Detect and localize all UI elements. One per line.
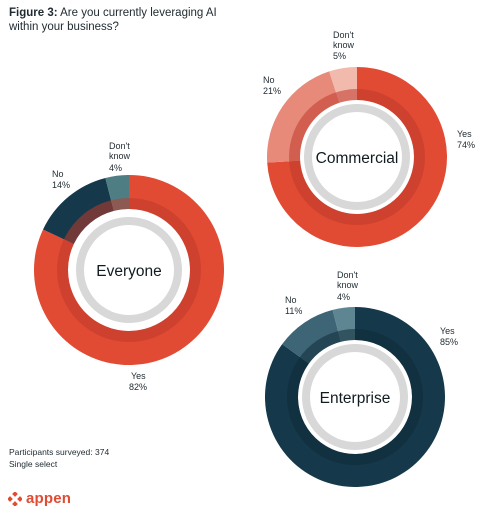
value-yes: 82% — [129, 382, 147, 392]
brand-name: appen — [26, 490, 72, 507]
figure-label: Figure 3: — [9, 7, 58, 19]
label-dontknow-line1: Don't — [337, 270, 358, 280]
label-dontknow: Don't know — [109, 141, 132, 161]
label-yes: Yes — [457, 129, 472, 139]
label-dontknow-line2: know — [337, 280, 359, 290]
center-label: Everyone — [96, 263, 161, 280]
donut-slice-no — [282, 309, 341, 364]
label-dontknow-line2: know — [333, 40, 355, 50]
donut-chart-everyone: Everyone Don't know 4% No 14% Yes 82% — [33, 141, 224, 392]
donut-slice-no — [43, 177, 114, 245]
donut-inner-band — [289, 89, 425, 225]
value-yes: 85% — [440, 337, 458, 347]
value-no: 11% — [285, 306, 302, 316]
label-no: No — [52, 169, 64, 179]
label-yes: Yes — [440, 326, 455, 336]
label-yes: Yes — [131, 371, 146, 381]
center-label: Enterprise — [320, 390, 391, 407]
value-yes: 74% — [457, 140, 475, 150]
donut-hole — [312, 112, 402, 202]
select-type-note: Single select — [9, 459, 58, 469]
label-dontknow-line1: Don't — [333, 30, 354, 40]
center-label: Commercial — [316, 150, 399, 167]
appen-logo-icon — [8, 491, 22, 506]
donut-hole — [310, 352, 400, 442]
label-no: No — [285, 295, 297, 305]
appen-logo: appen — [8, 490, 71, 507]
donut-inner-band — [287, 329, 423, 465]
value-dontknow: 4% — [337, 292, 350, 302]
label-dontknow: Don't know — [333, 30, 356, 50]
donut-hole — [84, 225, 174, 315]
value-dontknow: 4% — [109, 163, 122, 173]
donut-chart-commercial: Commercial Don't know 5% No 21% Yes 74% — [263, 30, 475, 247]
label-dontknow: Don't know — [337, 270, 360, 290]
donut-chart-enterprise: Enterprise Don't know 4% No 11% Yes 85% — [265, 270, 458, 487]
donut-inner-band — [57, 198, 201, 342]
label-dontknow-line2: know — [109, 151, 131, 161]
value-no: 21% — [263, 86, 281, 96]
figure-question: Are you currently leveraging AI within y… — [9, 7, 217, 33]
participants-note: Participants surveyed: 374 — [9, 447, 110, 457]
chart-title: Figure 3: Are you currently leveraging A… — [9, 6, 239, 34]
label-dontknow-line1: Don't — [109, 141, 130, 151]
value-dontknow: 5% — [333, 51, 346, 61]
value-no: 14% — [52, 180, 70, 190]
label-no: No — [263, 75, 275, 85]
